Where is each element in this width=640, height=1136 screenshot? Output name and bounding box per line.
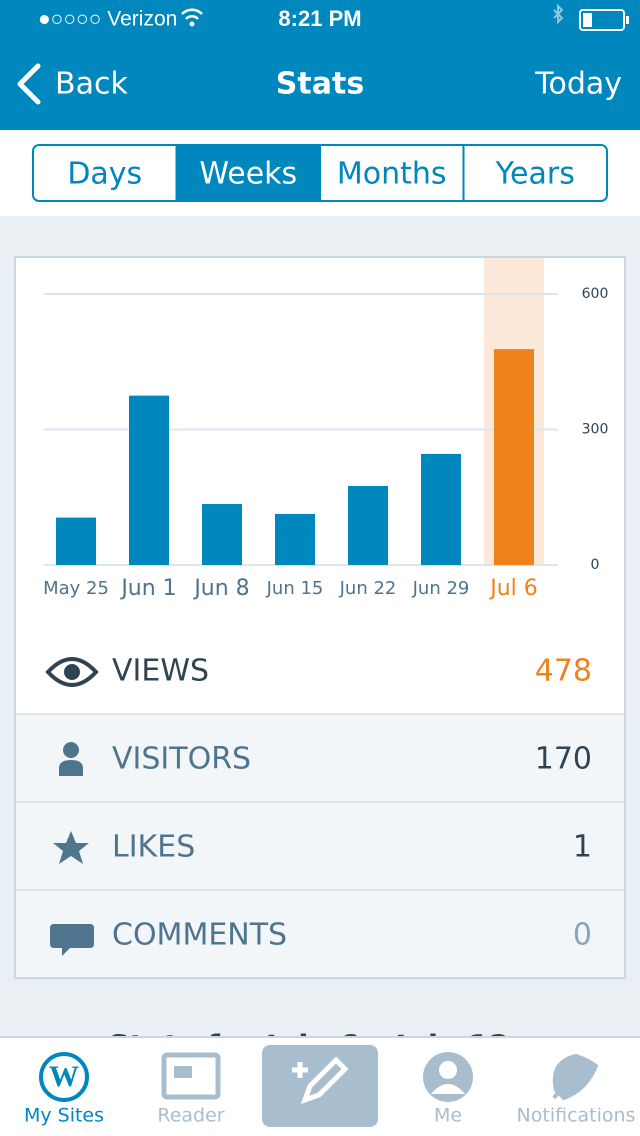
today-button[interactable]: Today (534, 67, 622, 102)
bar[interactable] (421, 453, 461, 565)
reader-icon[interactable] (161, 1052, 221, 1100)
segment[interactable]: Years (495, 157, 575, 192)
tab-label[interactable]: Notifications (517, 1105, 636, 1127)
stat-value: 170 (535, 742, 592, 777)
segment[interactable]: Days (67, 157, 142, 192)
bar[interactable] (348, 485, 388, 565)
y-tick-label: 300 (582, 422, 609, 438)
y-tick-label: 600 (582, 286, 609, 302)
x-tick-label: Jun 8 (192, 576, 249, 601)
battery-tip (626, 16, 629, 24)
comment-icon (50, 924, 94, 956)
back-arrow[interactable] (17, 63, 41, 105)
x-tick-label: Jun 22 (339, 578, 397, 599)
wp-logo: W (49, 1060, 79, 1093)
bar[interactable] (129, 395, 169, 565)
notifications-icon[interactable] (552, 1053, 599, 1101)
stat-value: 0 (573, 918, 592, 953)
my-sites-icon[interactable] (39, 1052, 89, 1102)
stat-label[interactable]: VISITORS (112, 742, 251, 777)
stat-label[interactable]: COMMENTS (112, 918, 287, 953)
nav-bar (0, 0, 640, 130)
me-icon-body (431, 1084, 465, 1094)
wifi-dot (189, 21, 195, 27)
x-tick-label: Jun 1 (119, 576, 176, 601)
nav-title: Stats (276, 67, 364, 102)
stat-label[interactable]: LIKES (112, 830, 195, 865)
segment[interactable]: Months (337, 157, 447, 192)
tab-label[interactable]: Me (434, 1105, 462, 1127)
segment-selected (176, 145, 320, 201)
stat-value: 478 (535, 654, 592, 689)
wifi-icon (181, 8, 203, 20)
compose-icon (292, 1056, 349, 1105)
x-tick-label: Jun 15 (266, 578, 324, 599)
segment[interactable]: Weeks (199, 157, 297, 192)
eye-icon (45, 657, 99, 687)
tab-label[interactable]: Reader (157, 1105, 224, 1127)
battery-level (583, 13, 592, 27)
bluetooth-icon (553, 3, 564, 25)
reader-icon-block (174, 1066, 192, 1078)
rows-bg (16, 715, 624, 977)
carrier: ●○○○○ Verizon (38, 8, 177, 31)
stat-label[interactable]: VIEWS (112, 654, 209, 689)
person-head (63, 742, 79, 758)
clock: 8:21 PM (278, 6, 361, 31)
bar[interactable] (494, 349, 534, 565)
star-icon (53, 831, 89, 864)
y-tick-label: 0 (591, 557, 600, 573)
x-tick-label: May 25 (43, 578, 109, 599)
bar[interactable] (56, 517, 96, 565)
x-tick-label: Jun 29 (412, 578, 470, 599)
person-body (59, 760, 83, 776)
bar[interactable] (275, 513, 315, 565)
stat-value: 1 (573, 830, 592, 865)
battery (579, 9, 625, 31)
x-tick-label: Jul 6 (488, 576, 538, 601)
bar[interactable] (202, 504, 242, 565)
tab-label[interactable]: My Sites (24, 1105, 104, 1127)
me-icon-head (439, 1061, 457, 1079)
back-button[interactable]: Back (55, 67, 128, 102)
compose-button[interactable] (262, 1045, 378, 1127)
eye-pupil (64, 664, 80, 680)
